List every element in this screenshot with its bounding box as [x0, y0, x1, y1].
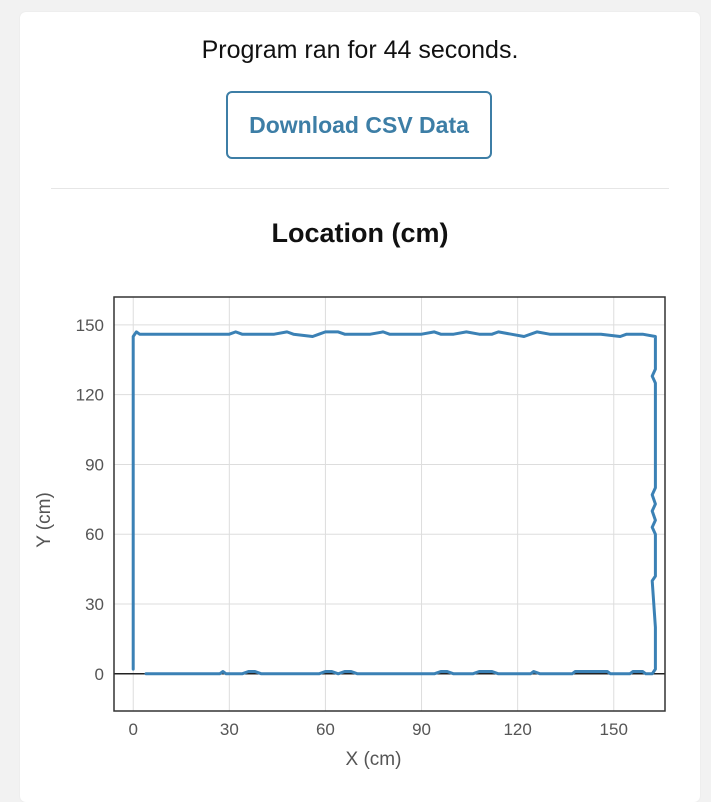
location-chart: 0 30 60 90 120 150 0 30 60 90 120 150 X (cm) Y (cm…: [34, 296, 666, 770]
download-csv-button[interactable]: Download CSV Data: [226, 91, 492, 159]
y-tick-label: 120: [76, 386, 104, 405]
divider: [51, 188, 669, 189]
y-tick-label: 30: [85, 595, 104, 614]
y-tick-labels: 0 30 60 90 120 150: [76, 316, 104, 684]
y-axis-label: Y (cm): [34, 492, 55, 548]
location-series-line: [131, 330, 657, 676]
x-tick-label: 0: [128, 720, 137, 739]
x-tick-label: 90: [412, 720, 431, 739]
y-tick-label: 150: [76, 316, 104, 335]
x-tick-label: 150: [600, 720, 628, 739]
plot-frame: [113, 296, 666, 712]
x-tick-label: 30: [220, 720, 239, 739]
chart-title: Location (cm): [271, 218, 449, 248]
x-tick-label: 60: [316, 720, 335, 739]
grid-lines: [114, 297, 665, 711]
x-tick-labels: 0 30 60 90 120 150: [128, 720, 627, 739]
y-tick-label: 90: [85, 455, 104, 474]
x-tick-label: 120: [503, 720, 531, 739]
run-status-text: Program ran for 44 seconds.: [201, 36, 519, 64]
x-axis-label: X (cm): [346, 749, 402, 770]
y-tick-label: 60: [85, 525, 104, 544]
y-tick-label: 0: [95, 665, 104, 684]
